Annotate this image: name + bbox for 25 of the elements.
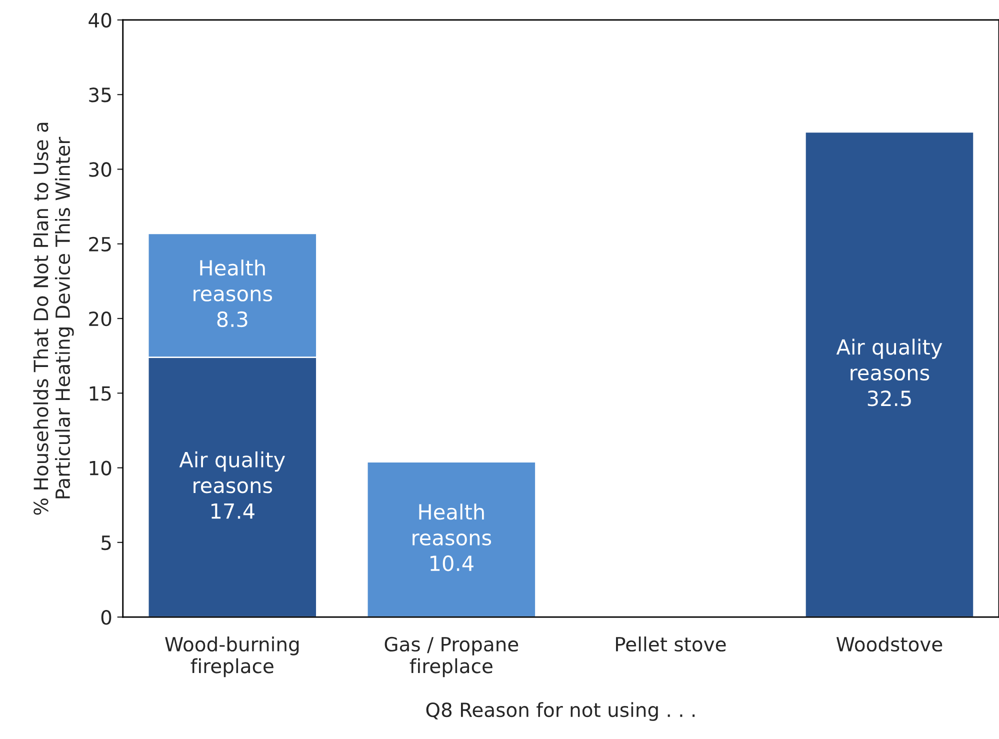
data-label: 17.4: [211, 503, 254, 519]
x-tick-label: Gas / Propane fireplace: [384, 636, 518, 678]
x-tick-label: Pellet stove: [616, 636, 726, 652]
y-tick-label: 40: [88, 12, 112, 28]
y-tick-label: 15: [90, 386, 111, 401]
y-axis-title: % Households That Do Not Plan to Use a Particular Heating Device This Winter: [33, 122, 74, 515]
y-tick-label: 35: [89, 88, 111, 102]
y-tick-label: 10: [90, 460, 112, 476]
y-tick-label: 0: [101, 610, 112, 625]
text: Health reasons: [412, 504, 492, 546]
y-tick-label: 25: [89, 236, 111, 252]
data-label: 32.5: [868, 390, 911, 406]
y-tick-label: 20: [89, 311, 112, 326]
series-label: Health reasons: [194, 260, 272, 302]
data-label: 8.3: [217, 311, 248, 328]
x-axis-title: Q8 Reason for not using . . .: [426, 702, 695, 721]
text: Air quality reasons: [179, 451, 286, 494]
x-tick-label: Woodstove: [836, 636, 942, 652]
data-label: 10.4: [430, 555, 474, 572]
y-tick-label: 5: [102, 536, 111, 550]
series-label: Air quality reasons: [836, 338, 942, 381]
x-tick-label: Wood-burning fireplace: [165, 636, 299, 678]
bar: [804, 131, 975, 618]
bar: [366, 461, 536, 618]
y-tick-label: 30: [89, 162, 112, 177]
